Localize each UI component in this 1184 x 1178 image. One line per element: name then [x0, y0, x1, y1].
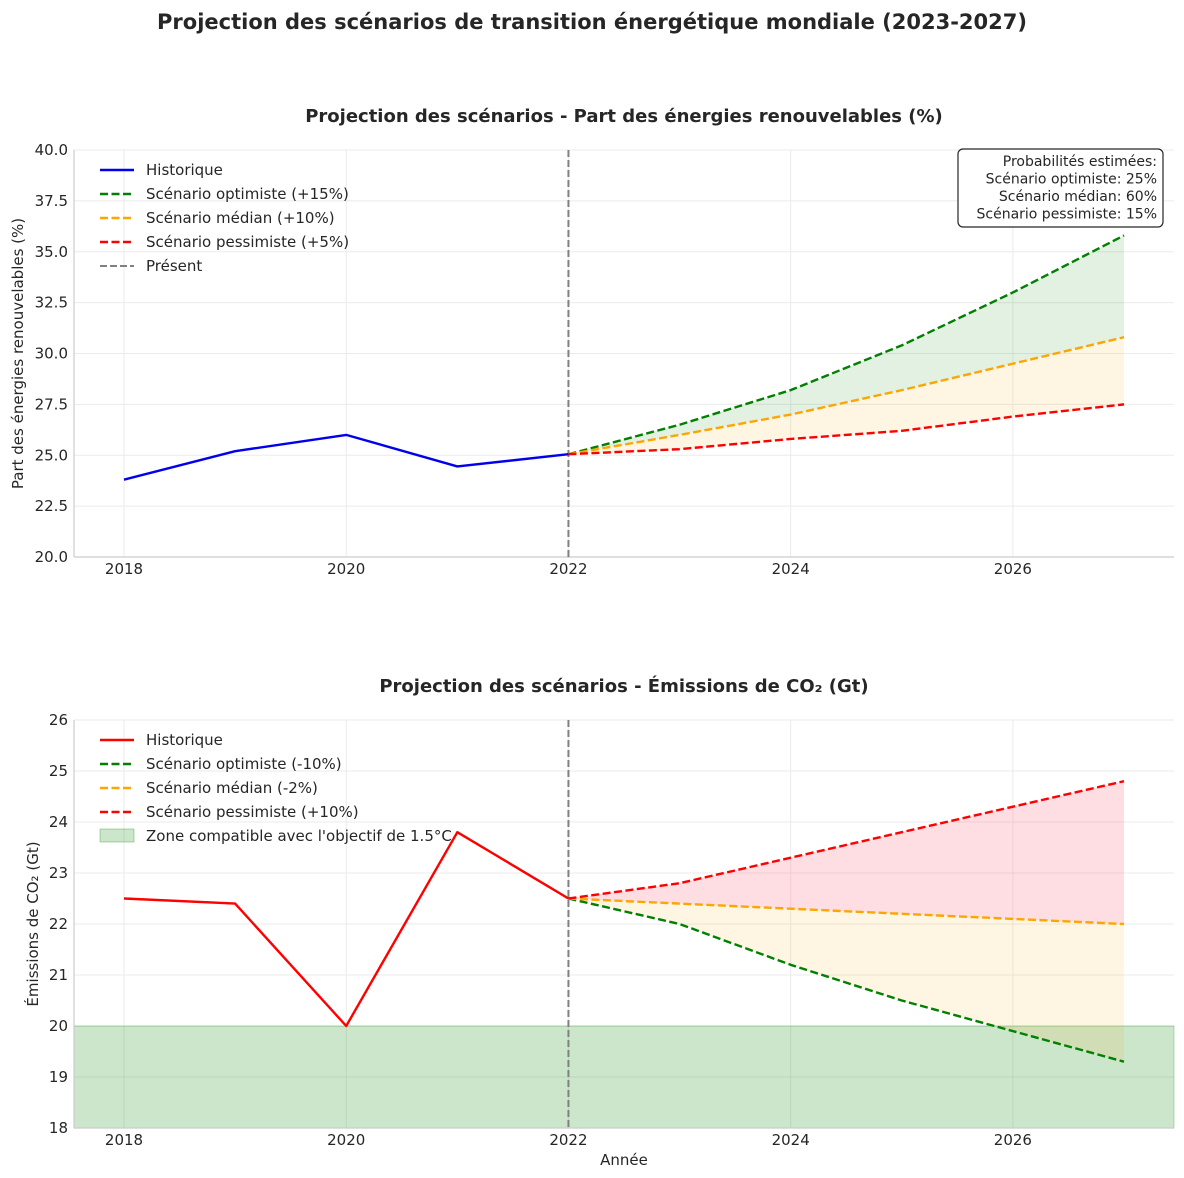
panel-title: Projection des scénarios - Émissions de … [379, 675, 868, 697]
series-line-scenario-pessimiste-10 [568, 780, 1125, 900]
series-line-historique [123, 433, 569, 481]
legend-label: Scénario médian (-2%) [146, 779, 318, 797]
legend: Historique Scénario optimiste (-10%) Scéna… [99, 731, 452, 845]
probability-annotation-box: Probabilités estimées: Scénario optimiste… [957, 148, 1164, 228]
x-tick-label: 2018 [105, 1131, 143, 1149]
y-tick-label: 19 [49, 1068, 68, 1086]
co2-emissions-panel: Projection des scénarios - Émissions de … [23, 675, 1175, 1169]
annotation-line: Scénario optimiste: 25% [986, 172, 1157, 188]
y-tick-label: 40.0 [35, 141, 68, 159]
renewables-share-panel: Projection des scénarios - Part des éner… [9, 106, 1174, 578]
legend-label: Présent [146, 257, 202, 275]
annotation-line: Scénario pessimiste: 15% [977, 207, 1158, 223]
y-axis-label: Émissions de CO₂ (Gt) [23, 841, 42, 1006]
x-tick-label: 2020 [327, 1131, 365, 1149]
series-line-scenario-median-2 [568, 897, 1125, 926]
x-tick-label: 2026 [994, 560, 1032, 578]
y-tick-label: 27.5 [35, 395, 68, 413]
figure-suptitle: Projection des scénarios de transition é… [157, 10, 1027, 34]
legend-label: Scénario médian (+10%) [146, 209, 335, 227]
y-axis-label: Part des énergies renouvelables (%) [9, 218, 27, 489]
annotation-frame [957, 148, 1164, 228]
y-tick-label: 22.5 [35, 497, 68, 515]
panel-title: Projection des scénarios - Part des éner… [305, 106, 943, 127]
legend-label: Historique [146, 161, 223, 179]
x-tick-label: 2024 [772, 1131, 810, 1149]
y-tick-label: 26 [49, 711, 68, 729]
x-tick-label: 2020 [327, 560, 365, 578]
y-tick-label: 18 [49, 1119, 68, 1137]
legend-label: Zone compatible avec l'objectif de 1.5°C [146, 827, 452, 845]
y-tick-label: 20 [49, 1017, 68, 1035]
annotation-line: Probabilités estimées: [1003, 154, 1157, 170]
y-tick-label: 25 [49, 762, 68, 780]
legend: Historique Scénario optimiste (+15%) Scéna… [100, 161, 349, 275]
series-line-scenario-optimiste-15 [568, 234, 1125, 456]
target-zone-band [73, 1025, 1175, 1129]
y-tick-label: 35.0 [35, 243, 68, 261]
series-line-historique [123, 831, 570, 1028]
series-line-scenario-optimiste-10 [568, 897, 1125, 1063]
x-axis-label: Année [600, 1151, 648, 1169]
y-tick-label: 32.5 [35, 294, 68, 312]
y-tick-label: 37.5 [35, 192, 68, 210]
y-tick-label: 23 [49, 864, 68, 882]
x-tick-label: 2022 [549, 1131, 587, 1149]
legend-label: Historique [146, 731, 223, 749]
y-tick-label: 24 [49, 813, 68, 831]
scenario-fill-area [568, 898, 1124, 1062]
y-tick-label: 30.0 [35, 345, 68, 363]
y-tick-label: 22 [49, 915, 68, 933]
x-tick-label: 2018 [105, 560, 143, 578]
legend-swatch [99, 828, 135, 843]
scenario-fill-area [568, 781, 1124, 924]
series-line-scenario-pessimiste-5 [568, 403, 1125, 456]
x-tick-label: 2026 [994, 1131, 1032, 1149]
legend-label: Scénario optimiste (-10%) [146, 755, 342, 773]
y-tick-label: 21 [49, 966, 68, 984]
series-line-scenario-median-10 [568, 336, 1125, 456]
y-tick-label: 20.0 [35, 548, 68, 566]
y-tick-label: 25.0 [35, 446, 68, 464]
legend-label: Scénario pessimiste (+5%) [146, 233, 349, 251]
legend-label: Scénario optimiste (+15%) [146, 185, 349, 203]
scenario-fill-area [568, 235, 1124, 455]
x-tick-label: 2024 [772, 560, 810, 578]
scenario-fill-area [568, 337, 1124, 455]
legend-label: Scénario pessimiste (+10%) [146, 803, 359, 821]
annotation-line: Scénario médian: 60% [999, 189, 1157, 205]
x-tick-label: 2022 [549, 560, 587, 578]
